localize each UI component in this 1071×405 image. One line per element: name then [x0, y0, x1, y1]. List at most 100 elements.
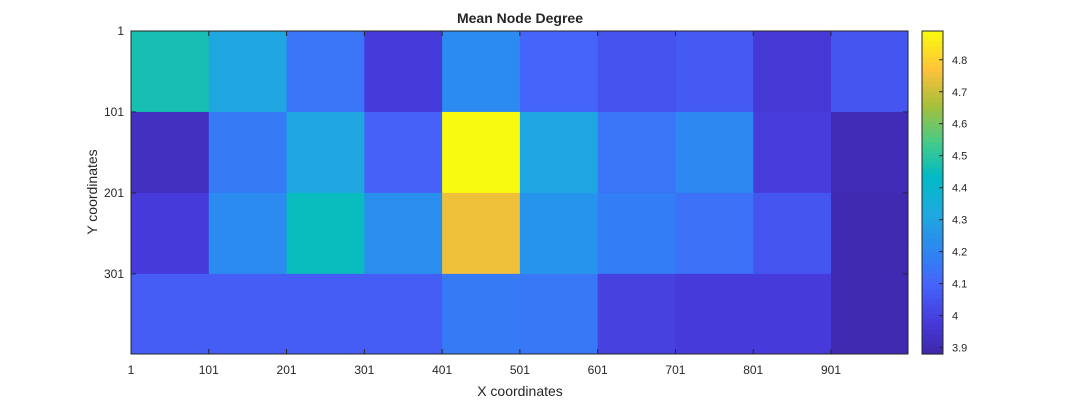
colorbar-segment [922, 338, 943, 345]
heatmap-cell-r2-c1 [208, 192, 288, 275]
colorbar-segment [922, 308, 943, 315]
x-tick-label: 301 [354, 363, 374, 377]
heatmap-cell-r2-c6 [597, 192, 676, 275]
colorbar-tick-label: 3.9 [952, 343, 967, 355]
heatmap-cell-r1-c7 [675, 111, 754, 194]
colorbar-segment [922, 61, 943, 67]
heatmap-cell-r0-c9 [831, 31, 909, 113]
heatmap-cell-r0-c6 [597, 31, 676, 113]
colorbar-segment [922, 56, 943, 62]
heatmap-cell-r3-c2 [286, 273, 365, 355]
colorbar-segment [922, 227, 943, 234]
colorbar-segment [922, 288, 943, 295]
heatmap-cell-r3-c8 [753, 273, 832, 355]
x-tick-label: 901 [821, 363, 841, 377]
colorbar-segment [922, 51, 943, 57]
colorbar-tick-label: 4.7 [952, 87, 967, 99]
colorbar-segment [922, 167, 943, 173]
heatmap-cell-r1-c5 [519, 111, 599, 194]
colorbar-segment [922, 71, 943, 78]
y-axis-ticks: 1 101 201 301 [104, 24, 908, 281]
colorbar-segment [922, 66, 943, 72]
colorbar-segment [922, 31, 943, 37]
colorbar-segment [922, 232, 943, 239]
colorbar-segment [922, 253, 943, 259]
colorbar-segment [922, 172, 943, 178]
x-axis-ticks: 1 101 201 301 401 501 601 701 801 901 [128, 31, 841, 377]
colorbar-segment [922, 217, 943, 224]
heatmap-cell-r1-c6 [597, 111, 676, 194]
heatmap-cell-r3-c6 [597, 273, 676, 355]
colorbar-segment [922, 116, 943, 123]
colorbar-tick-label: 4.3 [952, 215, 967, 227]
heatmap-cell-r0-c1 [208, 31, 288, 113]
colorbar-segment [922, 273, 943, 279]
colorbar-segment [922, 263, 943, 269]
x-tick-label: 1 [128, 363, 135, 377]
heatmap-cell-r0-c7 [675, 31, 754, 113]
heatmap-cell-r0-c2 [286, 31, 365, 113]
colorbar-segment [922, 318, 943, 325]
y-tick-label: 101 [104, 105, 124, 119]
heatmap-cell-r3-c9 [831, 273, 909, 355]
colorbar-segment [922, 343, 943, 350]
colorbar-segment [922, 212, 943, 219]
y-axis-label: Y coordinates [84, 149, 100, 234]
y-tick-label: 301 [104, 267, 124, 281]
colorbar-segment [922, 298, 943, 305]
colorbar-segment [922, 162, 943, 168]
x-tick-label: 401 [432, 363, 452, 377]
colorbar-segment [922, 126, 943, 133]
heatmap-cell-r3-c7 [675, 273, 754, 355]
chart-title: Mean Node Degree [457, 10, 583, 26]
colorbar-segment [922, 187, 943, 194]
colorbar-segment [922, 46, 943, 52]
heatmap-cell-r2-c8 [753, 192, 832, 275]
colorbar-segment [922, 182, 943, 189]
colorbar-tick-label: 4.2 [952, 247, 967, 259]
x-axis-label: X coordinates [477, 383, 563, 399]
heatmap-cell-r3-c3 [364, 273, 443, 355]
colorbar-segment [922, 202, 943, 209]
x-tick-label: 101 [199, 363, 219, 377]
colorbar-segment [922, 147, 943, 153]
heatmap-cell-r1-c4 [442, 111, 521, 194]
heatmap-cell-r3-c4 [442, 273, 521, 355]
colorbar-segment [922, 136, 943, 143]
y-tick-label: 1 [117, 24, 124, 38]
colorbar-segment [922, 237, 943, 244]
colorbar-segment [922, 192, 943, 199]
colorbar-segment [922, 248, 943, 254]
colorbar-tick-label: 4.5 [952, 151, 967, 163]
heatmap-cell-r0-c3 [364, 31, 443, 113]
x-tick-label: 201 [277, 363, 297, 377]
heatmap-cell-r1-c0 [131, 111, 210, 194]
heatmap-cell-r2-c7 [675, 192, 754, 275]
colorbar-tick-label: 4.8 [952, 55, 967, 67]
colorbar-segment [922, 76, 943, 83]
heatmap-cell-r0-c8 [753, 31, 832, 113]
colorbar-segment [922, 293, 943, 300]
colorbar-segment [922, 323, 943, 330]
colorbar-segment [922, 121, 943, 128]
heatmap-cells [131, 31, 909, 355]
heatmap-cell-r2-c9 [831, 192, 909, 275]
colorbar-segment [922, 41, 943, 47]
colorbar-tick-label: 4 [952, 311, 958, 323]
colorbar-segment [922, 36, 943, 42]
x-tick-label: 801 [743, 363, 763, 377]
colorbar-segment [922, 348, 943, 355]
colorbar-segment [922, 313, 943, 320]
colorbar-segment [922, 142, 943, 148]
colorbar-segment [922, 278, 943, 284]
colorbar-segment [922, 197, 943, 204]
y-tick-label: 201 [104, 186, 124, 200]
heatmap-cell-r1-c2 [286, 111, 365, 194]
heatmap-cell-r1-c8 [753, 111, 832, 194]
colorbar-segment [922, 96, 943, 103]
colorbar-segment [922, 333, 943, 340]
colorbar-segment [922, 328, 943, 335]
colorbar-segment [922, 283, 943, 289]
colorbar-segment [922, 177, 943, 184]
colorbar-segment [922, 86, 943, 93]
